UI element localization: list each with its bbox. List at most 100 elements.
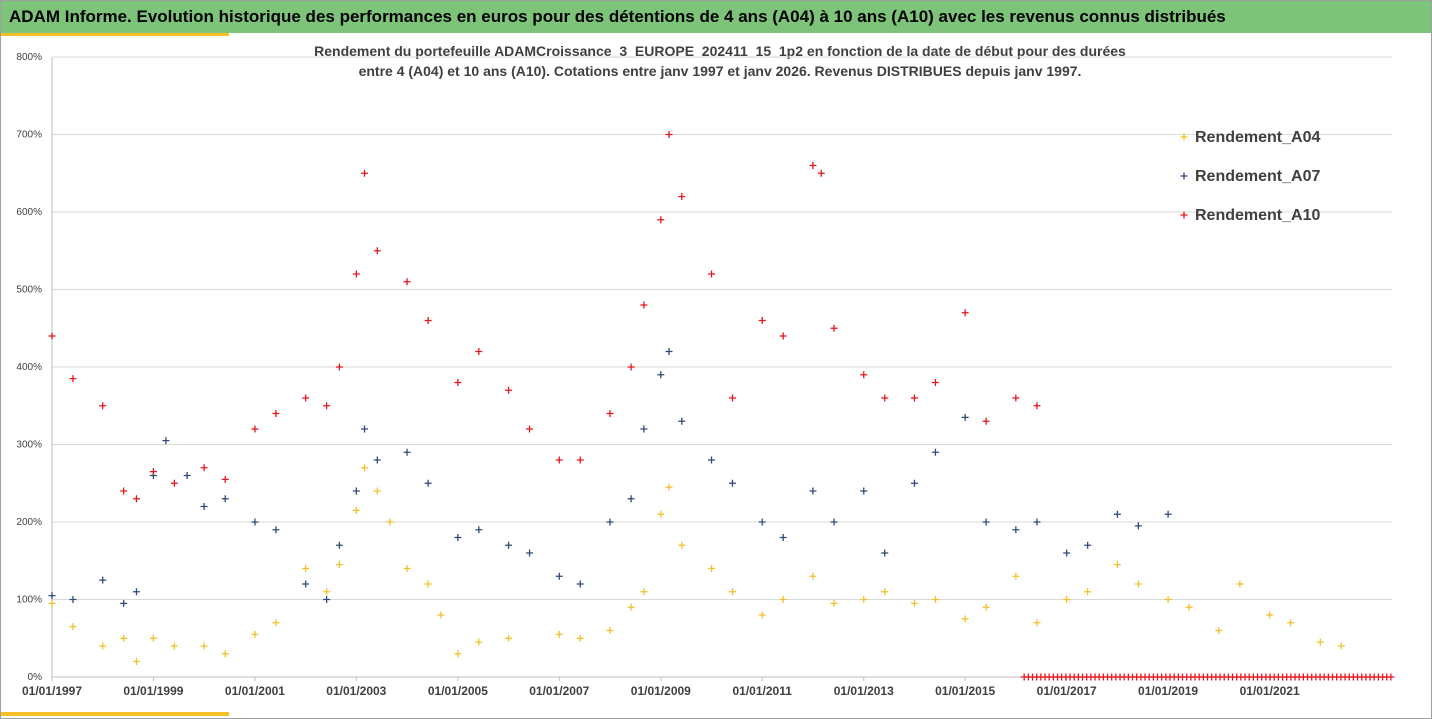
x-tick-label: 01/01/2007 bbox=[529, 684, 589, 698]
data-point bbox=[1033, 402, 1041, 410]
data-point bbox=[665, 131, 673, 138]
data-point bbox=[352, 506, 360, 514]
data-point bbox=[708, 270, 716, 278]
data-point bbox=[424, 580, 432, 588]
data-point bbox=[961, 615, 969, 623]
data-point bbox=[475, 526, 483, 534]
data-point bbox=[931, 379, 939, 386]
data-point bbox=[454, 534, 462, 541]
data-point bbox=[627, 363, 635, 371]
data-point bbox=[302, 565, 310, 572]
data-point bbox=[1012, 572, 1020, 580]
data-point bbox=[640, 588, 648, 596]
data-point bbox=[809, 162, 817, 169]
data-point bbox=[132, 658, 140, 665]
data-point bbox=[221, 650, 229, 658]
y-tick-label: 400% bbox=[16, 362, 42, 373]
data-point bbox=[982, 603, 990, 611]
data-point bbox=[505, 634, 513, 642]
data-point bbox=[1266, 611, 1274, 619]
data-point bbox=[361, 169, 369, 177]
data-point bbox=[881, 588, 889, 596]
data-point bbox=[200, 503, 208, 510]
data-point bbox=[1215, 627, 1223, 634]
data-point bbox=[335, 363, 343, 371]
legend: Rendement_A04 Rendement_A07 Rendement_A10 bbox=[1180, 129, 1320, 224]
data-point bbox=[475, 348, 483, 355]
data-point bbox=[779, 596, 787, 603]
data-point bbox=[1337, 642, 1345, 650]
data-point bbox=[505, 541, 513, 549]
data-point bbox=[817, 169, 825, 177]
data-point bbox=[526, 549, 534, 557]
data-point bbox=[424, 479, 432, 487]
x-tick-label: 01/01/2013 bbox=[834, 684, 894, 698]
data-point bbox=[251, 518, 259, 526]
data-point bbox=[99, 576, 107, 584]
data-point bbox=[606, 518, 614, 526]
data-point bbox=[1033, 518, 1041, 526]
data-point bbox=[200, 642, 208, 650]
data-point bbox=[1134, 580, 1142, 588]
data-point bbox=[657, 510, 665, 518]
data-point bbox=[335, 561, 343, 569]
data-point bbox=[149, 634, 157, 642]
data-point bbox=[183, 472, 191, 479]
data-point bbox=[982, 417, 990, 425]
data-point bbox=[454, 650, 462, 658]
data-point bbox=[526, 425, 534, 433]
data-point bbox=[48, 592, 56, 600]
data-point bbox=[1387, 673, 1395, 681]
data-point bbox=[830, 599, 838, 607]
legend-label: Rendement_A07 bbox=[1195, 168, 1320, 185]
data-point bbox=[982, 518, 990, 526]
data-point bbox=[961, 413, 969, 421]
data-point bbox=[170, 479, 178, 487]
data-point bbox=[48, 599, 56, 607]
data-point bbox=[708, 565, 716, 572]
data-point bbox=[251, 630, 259, 638]
data-point bbox=[830, 324, 838, 332]
data-point bbox=[678, 417, 686, 425]
x-tick-label: 01/01/2011 bbox=[733, 684, 793, 698]
y-tick-label: 200% bbox=[16, 517, 42, 528]
chart-title-line-1: Rendement du portefeuille ADAMCroissance… bbox=[314, 43, 1126, 59]
data-point bbox=[665, 483, 673, 491]
data-point bbox=[69, 375, 77, 383]
data-point bbox=[1033, 619, 1041, 627]
data-point bbox=[1113, 561, 1121, 569]
data-point bbox=[386, 518, 394, 526]
series-Rendement_A07 bbox=[48, 348, 1172, 607]
data-point bbox=[860, 596, 868, 603]
data-point bbox=[657, 371, 665, 379]
data-point bbox=[555, 456, 563, 464]
y-tick-label: 500% bbox=[16, 285, 42, 296]
data-point bbox=[576, 456, 584, 464]
x-tick-label: 01/01/2005 bbox=[428, 684, 488, 698]
data-point bbox=[657, 216, 665, 224]
legend-label: Rendement_A04 bbox=[1195, 129, 1320, 146]
data-point bbox=[678, 193, 686, 200]
y-tick-label: 600% bbox=[16, 207, 42, 218]
data-point bbox=[69, 596, 77, 603]
data-point bbox=[120, 634, 128, 642]
data-point bbox=[728, 394, 736, 402]
data-point bbox=[352, 487, 360, 495]
data-point bbox=[576, 634, 584, 642]
data-point bbox=[132, 588, 140, 596]
y-axis-ticks: 0% 100% 200% 300% 400% 500% 600% 700% 800% bbox=[16, 52, 42, 683]
data-point bbox=[910, 394, 918, 402]
data-point bbox=[708, 456, 716, 464]
data-point bbox=[437, 611, 445, 619]
data-point bbox=[373, 247, 381, 255]
data-point bbox=[403, 278, 411, 286]
data-point bbox=[403, 565, 411, 572]
data-point bbox=[272, 410, 280, 417]
y-tick-label: 0% bbox=[28, 672, 43, 683]
accent-bar-top bbox=[1, 33, 229, 36]
data-point bbox=[200, 464, 208, 472]
legend-marker bbox=[1180, 211, 1188, 219]
y-tick-label: 300% bbox=[16, 440, 42, 451]
legend-marker bbox=[1180, 133, 1188, 141]
